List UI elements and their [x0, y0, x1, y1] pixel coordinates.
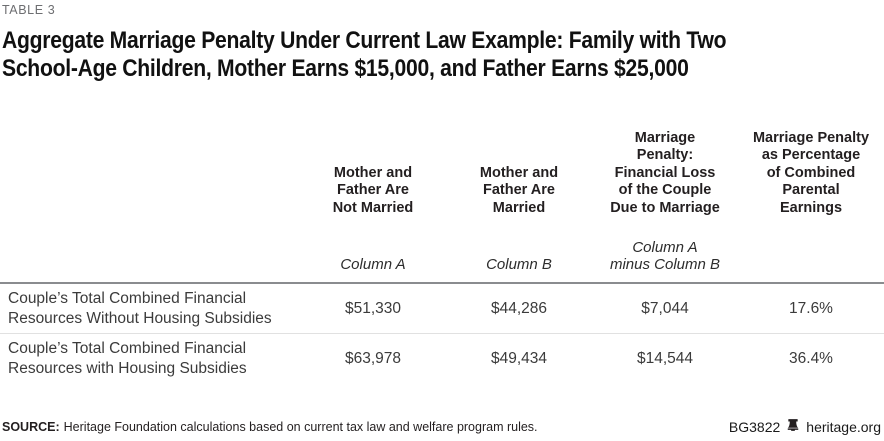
table-title: Aggregate Marriage Penalty Under Current… — [2, 27, 727, 82]
liberty-bell-icon — [786, 418, 800, 435]
cell-not-married: $63,978 — [344, 349, 402, 367]
subheader-column-b: Column B — [486, 256, 552, 273]
col-header-penalty-percent: Marriage Penalty as Percentage of Combin… — [752, 129, 870, 216]
figure-footer: SOURCE: Heritage Foundation calculations … — [2, 418, 881, 435]
source-label: SOURCE: — [2, 419, 60, 434]
table-header-row: Mother and Father Are Not Married Mother… — [0, 96, 884, 217]
report-id: BG3822 — [728, 418, 781, 435]
subheader-column-a: Column A — [340, 256, 406, 273]
site-name: heritage.org — [806, 418, 881, 435]
cell-married: $44,286 — [490, 299, 548, 317]
table-row-without-subsidies: Couple’s Total Combined Financial Resour… — [0, 284, 884, 333]
table-body: Couple’s Total Combined Financial Resour… — [0, 282, 884, 383]
cell-penalty: $14,544 — [636, 349, 694, 367]
brand-footer: BG3822 heritage.org — [729, 418, 881, 435]
cell-penalty: $7,044 — [641, 299, 689, 317]
subheader-spacer — [0, 217, 300, 273]
row-label: Couple’s Total Combined Financial Resour… — [8, 290, 272, 327]
table-row-with-subsidies: Couple’s Total Combined Financial Resour… — [0, 333, 884, 383]
row-label: Couple’s Total Combined Financial Resour… — [8, 340, 247, 377]
data-table: Mother and Father Are Not Married Mother… — [0, 96, 884, 383]
cell-married: $49,434 — [490, 349, 548, 367]
table-subheader-row: Column A Column B Column A minus Column … — [0, 217, 884, 273]
subheader-empty — [738, 217, 884, 273]
source-note: SOURCE: Heritage Foundation calculations … — [2, 420, 538, 434]
cell-not-married: $51,330 — [344, 299, 402, 317]
source-text: Heritage Foundation calculations based o… — [63, 419, 538, 434]
cell-percent: 17.6% — [789, 299, 833, 317]
col-header-marriage-penalty: Marriage Penalty: Financial Loss of the … — [610, 129, 720, 216]
table-number-label: TABLE 3 — [2, 3, 56, 17]
col-header-married: Mother and Father Are Married — [479, 164, 559, 216]
subheader-a-minus-b: Column A minus Column B — [609, 239, 721, 273]
cell-percent: 36.4% — [789, 349, 833, 367]
col-header-not-married: Mother and Father Are Not Married — [332, 164, 414, 216]
header-spacer — [0, 96, 300, 217]
